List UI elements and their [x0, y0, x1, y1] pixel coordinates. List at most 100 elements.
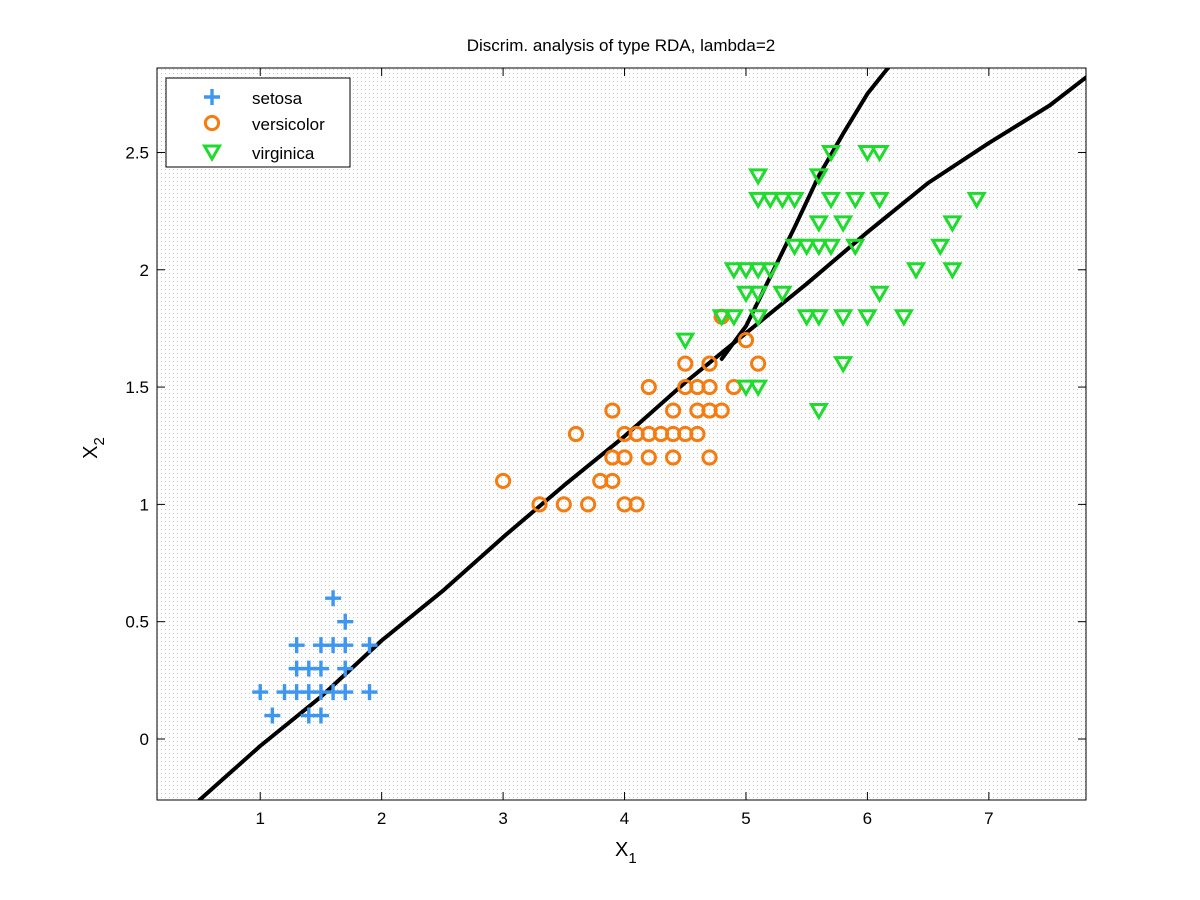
data-point-setosa: [361, 684, 378, 701]
data-point-setosa: [337, 637, 354, 654]
plot-frame: [156, 67, 1087, 801]
data-point-setosa: [325, 590, 342, 607]
data-point-setosa: [264, 707, 281, 724]
data-point-virginica: [845, 238, 866, 257]
data-point-virginica: [905, 262, 927, 280]
data-point-virginica: [833, 356, 854, 374]
data-point-setosa: [312, 707, 329, 724]
data-point-versicolor: [750, 355, 767, 372]
decision-boundary-2: [719, 68, 891, 361]
y-axis-label: X2: [80, 437, 108, 459]
data-point-virginica: [893, 309, 914, 327]
data-point-versicolor: [677, 355, 694, 372]
data-point-virginica: [772, 285, 793, 304]
y-tick-label: 2: [140, 261, 149, 280]
y-tick-label: 1: [140, 495, 149, 514]
data-point-virginica: [748, 191, 769, 210]
y-tick-label: 0.5: [125, 613, 149, 632]
legend-marker-virginica: [201, 144, 223, 163]
legend-box: [165, 77, 351, 168]
data-point-versicolor: [531, 496, 548, 513]
data-point-versicolor: [580, 496, 597, 513]
plot-area: [157, 68, 1086, 800]
data-point-versicolor: [689, 425, 706, 443]
data-point-virginica: [869, 144, 890, 163]
data-point-versicolor: [701, 355, 718, 372]
data-point-virginica: [748, 379, 769, 398]
data-point-setosa: [252, 684, 269, 701]
data-point-virginica: [796, 238, 817, 257]
data-point-virginica: [869, 191, 890, 210]
data-point-virginica: [845, 191, 866, 210]
data-point-setosa: [337, 684, 354, 701]
data-point-setosa: [312, 660, 329, 677]
data-point-virginica: [723, 262, 744, 280]
data-point-virginica: [748, 309, 769, 327]
data-point-versicolor: [665, 402, 682, 419]
data-point-versicolor: [701, 378, 718, 396]
data-point-virginica: [942, 262, 963, 280]
data-point-virginica: [857, 309, 878, 327]
x-tick-label: 3: [498, 809, 507, 828]
data-point-versicolor: [494, 472, 512, 490]
data-point-virginica: [942, 215, 963, 233]
data-point-virginica: [735, 262, 757, 280]
data-point-versicolor: [737, 332, 755, 349]
legend-marker-setosa: [204, 89, 220, 105]
data-point-virginica: [723, 309, 744, 327]
data-point-virginica: [857, 144, 878, 163]
y-tick-label: 2.5: [125, 143, 149, 162]
data-point-virginica: [808, 309, 829, 327]
data-point-versicolor: [640, 378, 657, 396]
x-tick-label: 4: [620, 809, 629, 828]
data-point-setosa: [337, 660, 354, 677]
data-point-virginica: [735, 285, 757, 304]
data-point-versicolor: [604, 472, 621, 490]
data-point-virginica: [869, 285, 890, 304]
data-point-virginica: [808, 168, 829, 186]
data-point-virginica: [772, 191, 793, 210]
data-point-virginica: [820, 191, 842, 210]
data-point-virginica: [833, 309, 854, 327]
x-axis-label: X1: [615, 839, 637, 867]
data-point-virginica: [748, 262, 769, 280]
x-tick-label: 7: [984, 809, 993, 828]
legend-label-setosa: setosa: [252, 89, 303, 108]
chart-title: Discrim. analysis of type RDA, lambda=2: [467, 36, 775, 55]
data-point-virginica: [966, 191, 987, 210]
data-point-versicolor: [555, 496, 572, 513]
data-point-virginica: [711, 309, 732, 327]
data-point-virginica: [735, 379, 757, 398]
data-point-versicolor: [616, 449, 633, 466]
y-tick-label: 0: [140, 730, 149, 749]
data-point-setosa: [361, 637, 378, 654]
data-point-versicolor: [713, 402, 730, 419]
data-point-versicolor: [628, 496, 645, 513]
data-point-setosa: [337, 613, 354, 630]
data-point-virginica: [808, 403, 829, 421]
data-point-virginica: [930, 238, 951, 257]
legend-label-virginica: virginica: [252, 144, 315, 163]
data-point-setosa: [288, 637, 305, 654]
legend-label-versicolor: versicolor: [252, 115, 325, 134]
data-point-virginica: [748, 285, 769, 304]
data-point-versicolor: [665, 449, 682, 466]
data-point-virginica: [748, 168, 769, 186]
legend-marker-versicolor: [203, 114, 221, 132]
data-point-virginica: [760, 191, 781, 210]
legend: setosa versicolor virginica: [165, 77, 351, 168]
data-point-versicolor: [640, 449, 657, 466]
data-point-versicolor: [604, 402, 621, 419]
data-point-virginica: [784, 191, 805, 210]
data-point-virginica: [833, 215, 854, 233]
data-point-versicolor: [567, 425, 585, 443]
x-tick-label: 1: [255, 809, 264, 828]
x-tick-label: 5: [741, 809, 750, 828]
data-point-versicolor: [701, 449, 718, 466]
data-point-virginica: [808, 238, 829, 257]
data-point-virginica: [675, 332, 696, 351]
y-tick-label: 1.5: [125, 378, 149, 397]
data-point-virginica: [796, 309, 817, 327]
data-point-virginica: [760, 262, 781, 280]
